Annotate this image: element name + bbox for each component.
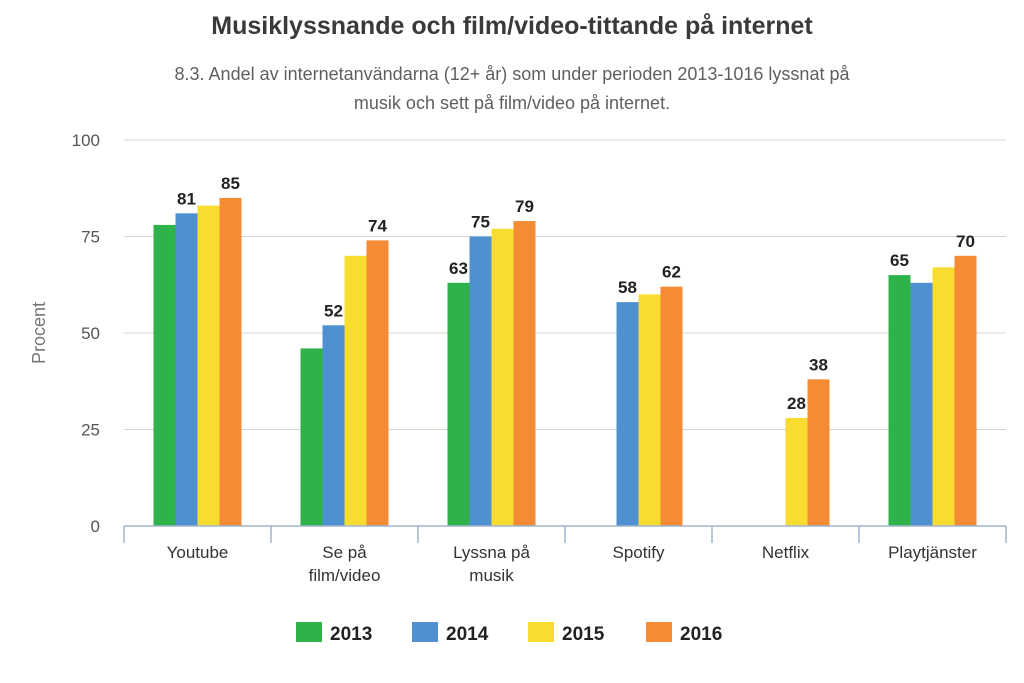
bar-2016 bbox=[660, 286, 683, 526]
bar-2016 bbox=[807, 379, 830, 526]
bar-2015 bbox=[785, 417, 808, 526]
bar-2014 bbox=[322, 325, 345, 526]
legend: 2013 2014 2015 2016 bbox=[296, 622, 722, 645]
bar-2013 bbox=[300, 348, 323, 526]
bar-2016 bbox=[513, 221, 536, 526]
gridlines bbox=[124, 139, 1006, 430]
data-label: 63 bbox=[449, 259, 468, 278]
legend-label: 2013 bbox=[330, 624, 372, 645]
data-label: 38 bbox=[809, 355, 828, 374]
bar-2014 bbox=[469, 236, 492, 526]
x-tick-label: Lyssna på bbox=[453, 543, 530, 562]
bar-2015 bbox=[344, 255, 367, 527]
y-tick-label: 100 bbox=[72, 131, 100, 150]
data-label: 52 bbox=[324, 301, 343, 320]
x-tick-label: Se på bbox=[322, 543, 367, 562]
legend-label: 2014 bbox=[446, 624, 489, 645]
y-axis-label: Procent bbox=[29, 302, 49, 364]
bar-2016 bbox=[366, 240, 389, 527]
data-label: 79 bbox=[515, 197, 534, 216]
bar-2015 bbox=[197, 205, 220, 526]
data-label: 74 bbox=[368, 216, 387, 235]
data-label: 65 bbox=[890, 251, 909, 270]
x-tick-label: musik bbox=[469, 566, 514, 585]
bar-2013 bbox=[888, 275, 911, 526]
bar-2014 bbox=[175, 213, 198, 526]
legend-swatch-2015 bbox=[528, 622, 554, 642]
bar-2015 bbox=[638, 294, 661, 526]
x-tick-label: Netflix bbox=[762, 543, 810, 562]
bars bbox=[153, 197, 977, 527]
chart-subtitle: 8.3. Andel av internetanvändarna (12+ år… bbox=[174, 64, 850, 113]
x-tick-label: Youtube bbox=[167, 543, 229, 562]
x-tick-label: Playtjänster bbox=[888, 543, 977, 562]
legend-label: 2015 bbox=[562, 624, 605, 645]
bar-2014 bbox=[910, 282, 933, 526]
y-axis-ticks: 0 25 50 75 100 bbox=[72, 131, 100, 536]
bar-2016 bbox=[954, 255, 977, 527]
chart-title: Musiklyssnande och film/video-tittande p… bbox=[211, 12, 813, 40]
x-tick-label: Spotify bbox=[613, 543, 665, 562]
y-tick-label: 25 bbox=[81, 421, 100, 440]
bar-2015 bbox=[932, 267, 955, 526]
bar-2014 bbox=[616, 302, 639, 526]
y-tick-label: 75 bbox=[81, 228, 100, 247]
data-label: 81 bbox=[177, 189, 196, 208]
data-label: 28 bbox=[787, 394, 806, 413]
data-label: 70 bbox=[956, 232, 975, 251]
bar-2015 bbox=[491, 228, 514, 526]
data-label: 62 bbox=[662, 263, 681, 282]
x-tick-label: film/video bbox=[309, 566, 381, 585]
legend-swatch-2013 bbox=[296, 622, 322, 642]
data-label: 58 bbox=[618, 278, 637, 297]
y-tick-label: 0 bbox=[91, 517, 100, 536]
bar-2013 bbox=[447, 282, 470, 526]
legend-swatch-2014 bbox=[412, 622, 438, 642]
legend-label: 2016 bbox=[680, 624, 722, 645]
bar-2016 bbox=[219, 197, 242, 526]
x-axis: Youtube Se på film/video Lyssna på musik Spot… bbox=[123, 525, 1007, 585]
data-label: 75 bbox=[471, 213, 490, 232]
legend-swatch-2016 bbox=[646, 622, 672, 642]
bar-2013 bbox=[153, 224, 176, 527]
y-tick-label: 50 bbox=[81, 324, 100, 343]
data-label: 85 bbox=[221, 174, 240, 193]
data-labels: 81 85 52 74 63 75 79 58 62 28 38 65 70 bbox=[177, 174, 975, 413]
